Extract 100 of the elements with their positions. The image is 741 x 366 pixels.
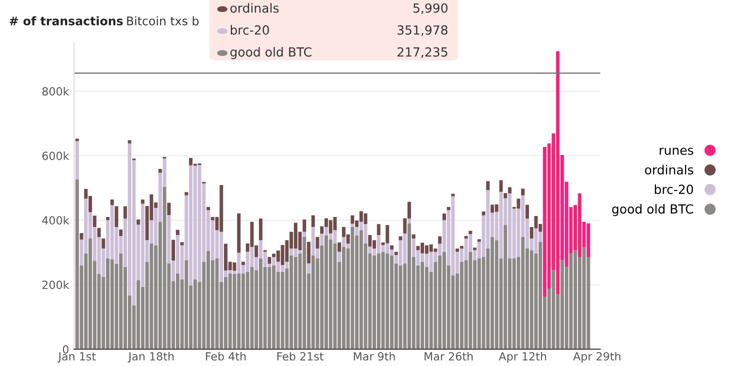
legend-label: runes	[660, 148, 694, 155]
bar	[434, 248, 438, 252]
bar	[408, 218, 412, 224]
bar	[75, 138, 79, 142]
bar	[552, 270, 556, 350]
bar	[482, 211, 486, 216]
bar	[307, 263, 310, 274]
annotation: good old BTC	[230, 47, 312, 60]
y-tick-label: 0	[62, 345, 68, 354]
bar	[456, 248, 460, 252]
bar	[429, 252, 433, 272]
bar	[110, 260, 114, 350]
bar	[486, 181, 490, 190]
bar	[376, 224, 380, 236]
bar	[232, 274, 236, 350]
bar	[136, 220, 140, 225]
chart-subtitle: Bitcoin txs b	[127, 16, 199, 26]
x-tick-label: Jan 18th	[128, 352, 174, 363]
bar	[328, 240, 332, 350]
bar	[412, 234, 416, 239]
annotation: 217,235	[398, 47, 448, 58]
bar	[350, 224, 354, 227]
bar	[302, 220, 306, 232]
bar	[228, 273, 232, 350]
x-tick-label: Apr 12th	[498, 352, 546, 363]
x-tick-label: Mar 26th	[424, 352, 473, 361]
bar	[333, 216, 337, 230]
x-tick-label: Feb 4th	[206, 352, 246, 361]
bar	[477, 239, 481, 242]
bar	[364, 224, 368, 244]
bar	[92, 216, 96, 227]
bar	[206, 206, 210, 210]
chart-title: # of transactions	[10, 16, 123, 26]
bar	[468, 230, 472, 234]
bar	[150, 243, 154, 350]
bar	[307, 242, 310, 264]
bar	[582, 246, 586, 350]
bar	[232, 262, 236, 271]
bar	[97, 228, 101, 237]
bar	[189, 158, 193, 166]
bar	[534, 228, 538, 254]
bar	[237, 213, 241, 253]
x-tick-label: Jan 1st	[58, 352, 96, 363]
y-tick-label: 400k	[42, 216, 70, 225]
bar	[180, 242, 184, 246]
bar	[390, 245, 394, 250]
legend-label: ordinals	[644, 164, 694, 175]
bar	[110, 205, 114, 260]
bar	[280, 272, 284, 350]
bar	[250, 266, 254, 350]
bar	[102, 238, 106, 249]
bar	[460, 246, 464, 249]
bar	[298, 250, 302, 254]
bar	[328, 220, 332, 234]
bar	[311, 226, 315, 256]
bar	[184, 192, 188, 196]
bar	[280, 265, 284, 272]
bar	[386, 253, 390, 350]
bar	[386, 225, 390, 244]
x-tick-label: Apr 29th	[573, 352, 620, 363]
bar	[172, 240, 176, 260]
bar	[333, 230, 337, 244]
bar	[451, 194, 455, 196]
text: 351,978	[398, 25, 448, 36]
bar	[386, 243, 390, 254]
bar	[473, 248, 477, 250]
bar	[268, 266, 272, 350]
bar	[176, 230, 180, 236]
bar	[285, 262, 289, 269]
bar	[381, 252, 385, 350]
bar	[525, 204, 529, 219]
bar	[119, 230, 123, 236]
bar	[586, 223, 590, 257]
y-tick-label: 800k	[42, 86, 70, 96]
bar	[184, 260, 188, 350]
bar	[464, 236, 468, 239]
legend-label: good old BTC	[612, 204, 694, 216]
bar	[394, 252, 398, 256]
text: ordinals	[230, 3, 279, 13]
y-tick-label: 600k	[42, 151, 70, 160]
bar	[499, 192, 503, 259]
bar	[403, 233, 407, 264]
bar	[429, 244, 433, 252]
bar	[364, 213, 368, 224]
bar	[162, 186, 166, 350]
bar	[569, 253, 573, 350]
bar	[468, 252, 472, 350]
bar	[258, 218, 262, 240]
bar	[398, 265, 402, 350]
bar	[350, 215, 354, 224]
bar	[198, 165, 202, 282]
bar	[158, 168, 162, 173]
bar	[416, 246, 420, 250]
bar	[490, 204, 494, 213]
bar	[494, 204, 498, 212]
bar	[368, 235, 372, 247]
bar	[114, 206, 118, 227]
bar	[75, 141, 79, 180]
bar	[504, 225, 508, 350]
bar	[446, 206, 450, 210]
